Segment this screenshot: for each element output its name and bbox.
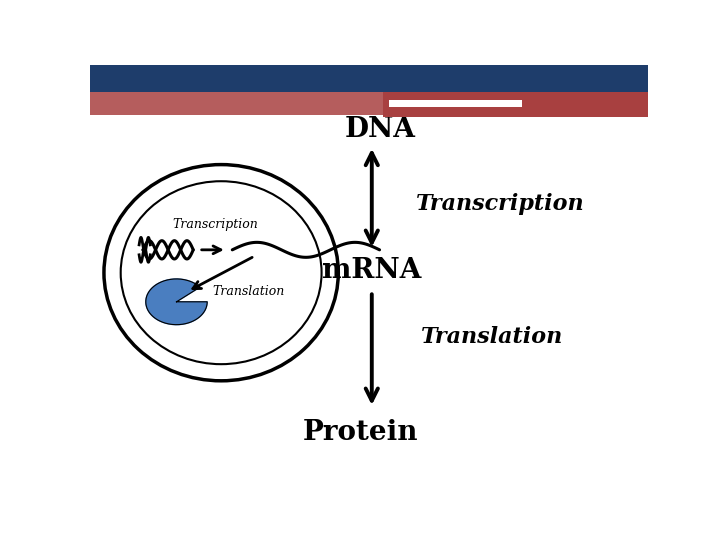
Text: DNA: DNA <box>345 116 415 143</box>
Bar <box>389 100 523 107</box>
Text: Protein: Protein <box>303 419 418 446</box>
Bar <box>90 65 648 92</box>
Text: Transcription: Transcription <box>173 218 258 231</box>
Bar <box>383 92 648 117</box>
Bar <box>90 92 386 114</box>
Polygon shape <box>146 279 207 325</box>
Text: Transcription: Transcription <box>416 193 585 215</box>
Ellipse shape <box>121 181 322 364</box>
Ellipse shape <box>104 165 338 381</box>
Text: Translation: Translation <box>420 326 563 348</box>
Text: mRNA: mRNA <box>322 257 421 284</box>
Text: Translation: Translation <box>213 285 285 298</box>
